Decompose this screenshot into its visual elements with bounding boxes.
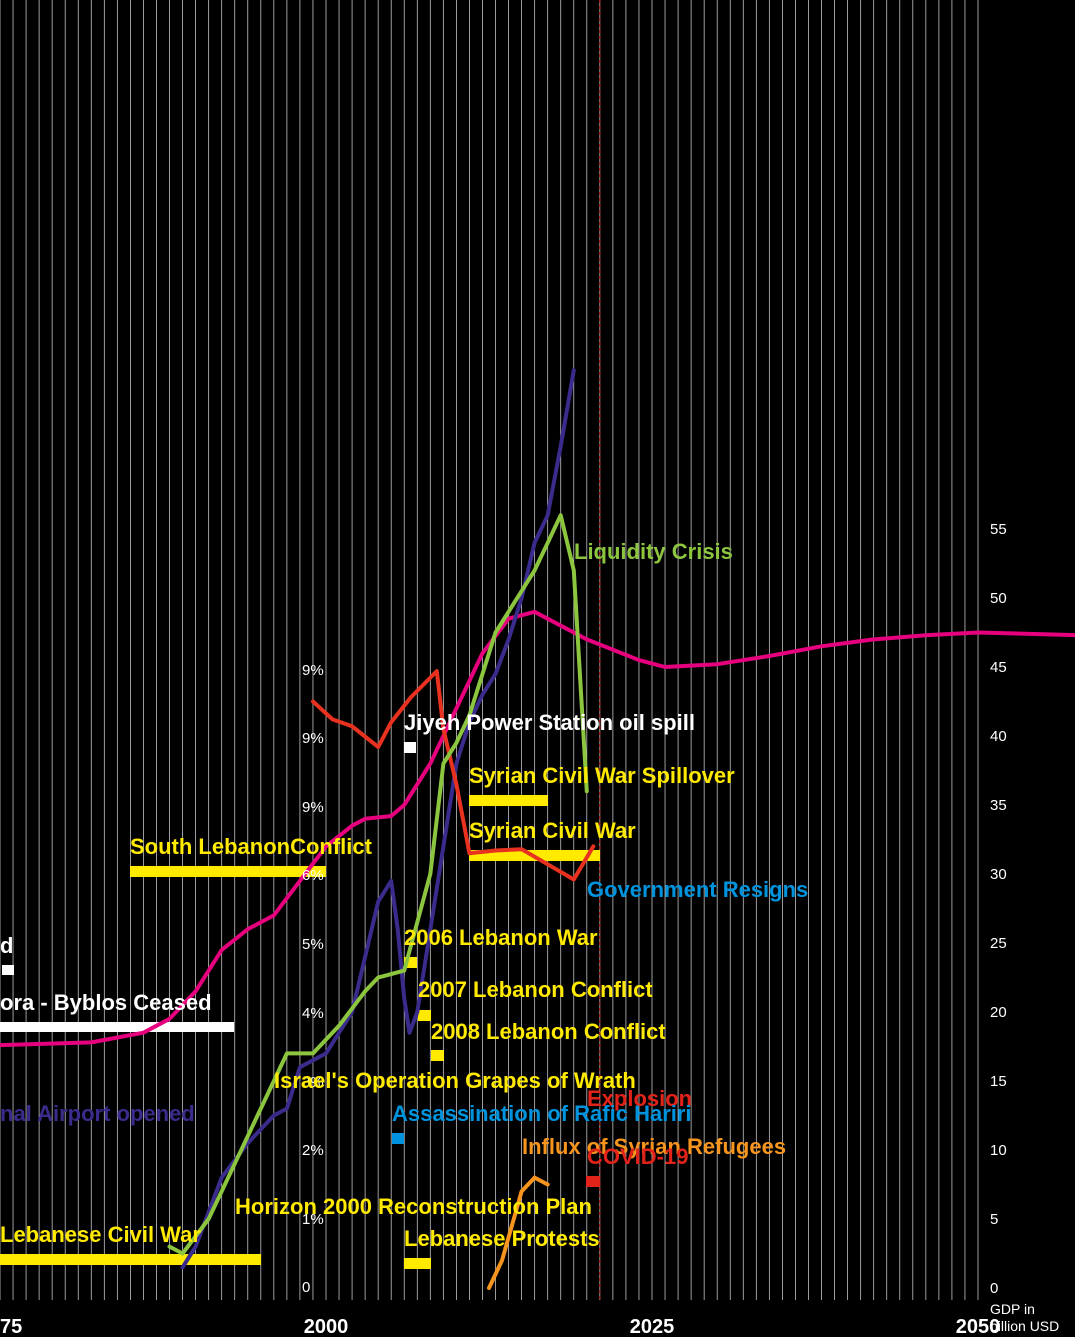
gdp-tick-label: 30	[990, 866, 1007, 883]
year-gridlines	[0, 0, 979, 1300]
event-marker	[586, 1176, 600, 1187]
year-tick-label: 2050	[956, 1316, 1001, 1337]
event-label: Explosion	[587, 1086, 692, 1111]
year-tick-label: 75	[0, 1316, 22, 1337]
event-marker	[392, 1133, 404, 1144]
event-label: South LebanonConflict	[130, 834, 373, 859]
event-label: Assassination of Rafic Hariri	[392, 1101, 692, 1126]
gdp-tick-label: 35	[990, 797, 1007, 814]
inner-tick-label: 6%	[302, 867, 324, 884]
event-label: Syrian Civil War	[469, 818, 636, 843]
event-label: Liquidity Crisis	[574, 539, 733, 564]
event-marker	[431, 1050, 444, 1061]
event-label: 2006 Lebanon War	[404, 925, 598, 950]
year-tick-label: 2025	[630, 1316, 675, 1337]
event-marker	[2, 965, 14, 975]
event-label: 2008 Lebanon Conflict	[431, 1019, 666, 1044]
event-label: Lebanese Protests	[404, 1226, 600, 1251]
inner-percent-axis: 0 1% 2% 3% 4% 5% 6% 9% 9% 9%	[302, 662, 324, 1296]
event-label: Lebanese Civil War	[0, 1222, 201, 1247]
inner-tick-label: 4%	[302, 1005, 324, 1022]
event-marker	[404, 742, 416, 753]
year-tick-label: 2000	[304, 1316, 349, 1337]
event-label: Syrian Civil War Spillover	[469, 763, 735, 788]
gdp-tick-label: 25	[990, 935, 1007, 952]
series-line	[180, 368, 576, 1270]
event-label: d	[0, 933, 13, 958]
event-marker	[0, 1254, 261, 1265]
gdp-tick-label: 40	[990, 728, 1007, 745]
gdp-tick-label: 0	[990, 1280, 998, 1297]
event-label: Influx of Syrian Refugees	[522, 1134, 786, 1159]
gdp-tick-label: 55	[990, 521, 1007, 538]
inner-tick-label: 2%	[302, 1142, 324, 1159]
event-label: Israel's Operation Grapes of Wrath	[274, 1068, 636, 1093]
gdp-tick-label: 10	[990, 1142, 1007, 1159]
event-marker	[404, 1258, 431, 1269]
event-marker	[0, 1022, 234, 1032]
series-line	[167, 513, 589, 1256]
series-line	[487, 1175, 550, 1290]
inner-tick-label: 9%	[302, 799, 324, 816]
inner-tick-label: 9%	[302, 662, 324, 679]
event-label: COVID-19	[587, 1144, 688, 1169]
gdp-tick-label: 15	[990, 1073, 1007, 1090]
event-marker	[469, 795, 548, 806]
inner-tick-label: 0	[302, 1279, 310, 1296]
event-marker	[130, 866, 326, 877]
inner-tick-label: 9%	[302, 730, 324, 747]
event-label: 2007 Lebanon Conflict	[418, 977, 653, 1002]
gdp-axis-label: GDP in	[990, 1301, 1035, 1317]
event-label: Horizon 2000 Reconstruction Plan	[235, 1194, 592, 1219]
event-marker	[404, 957, 417, 968]
inner-tick-label: 1%	[302, 1211, 324, 1228]
gdp-tick-label: 45	[990, 659, 1007, 676]
event-marker	[418, 1010, 431, 1021]
event-label: nal Airport opened	[0, 1101, 195, 1126]
gdp-tick-label: 50	[990, 590, 1007, 607]
year-axis: 75 2000 2025 2050	[0, 1316, 1000, 1337]
event-label: Jiyeh Power Station oil spill	[404, 710, 695, 735]
event-label: Government Resigns	[587, 877, 808, 902]
series-line	[311, 669, 596, 882]
event-label: ora - Byblos Ceased	[0, 990, 212, 1015]
gdp-axis-label: billion USD	[990, 1318, 1059, 1334]
event-labels: Liquidity Crisis Jiyeh Power Station oil …	[0, 539, 808, 1251]
inner-tick-label: 3%	[302, 1074, 324, 1091]
gdp-tick-label: 5	[990, 1211, 998, 1228]
inner-tick-label: 5%	[302, 936, 324, 953]
series-lines	[0, 368, 1075, 1290]
gdp-tick-label: 20	[990, 1004, 1007, 1021]
